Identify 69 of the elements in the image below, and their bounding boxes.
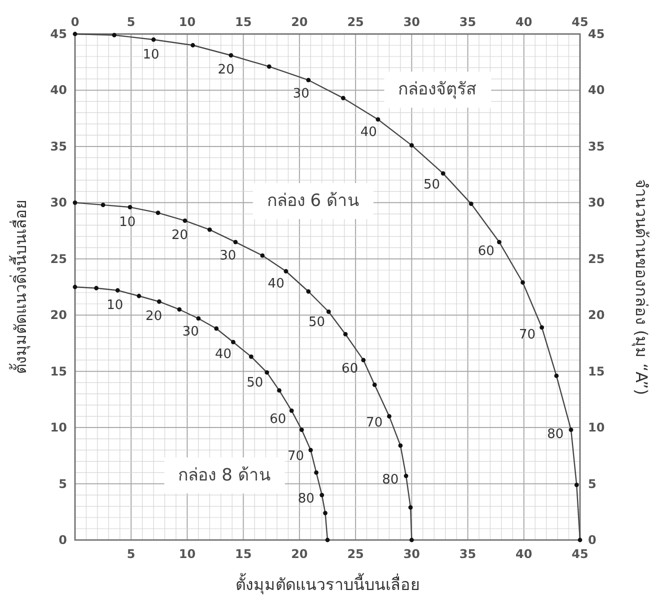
y2-tick-label: 20 [588,308,605,322]
annotation: 40 [268,276,284,292]
annotation: 20 [218,62,234,78]
annotation: 40 [360,124,377,140]
annotation: 60 [342,361,358,376]
y2-tick-label: 35 [588,139,605,154]
y-axis-title: ตั้งมุมตัดแนวดิ่งนี้บนเลื่อย [9,200,31,374]
annotation: 80 [382,472,399,488]
x-tick-label: 45 [572,547,588,561]
x2-tick-label: 40 [516,15,532,29]
annotation: 40 [214,347,232,362]
annotation: 30 [292,86,310,102]
y-tick-label: 10 [50,420,67,435]
x2-tick-label: 0 [70,15,80,29]
x-tick-label: 35 [459,547,476,561]
y2-tick-label: 40 [588,83,605,98]
x2-tick-label: 25 [347,15,364,29]
x-tick-label: 40 [516,547,532,561]
x-tick-label: 30 [403,547,420,561]
y-tick-label: 20 [50,308,67,322]
annotation: 50 [423,177,440,192]
y-tick-label: 30 [50,196,67,210]
x-tick-label: 15 [234,547,252,561]
y-tick-label: 5 [58,476,67,491]
y-tick-label: 0 [58,533,67,547]
y2-tick-label: 30 [588,196,605,210]
annotation: 20 [171,228,188,243]
y2-tick-label: 45 [588,27,605,41]
annotation: 50 [308,315,325,330]
y2-tick-label: 25 [588,252,605,266]
x2-tick-label: 10 [178,15,196,29]
series-label: กล่องจัตุรัส [398,80,478,100]
annotation: 50 [246,376,264,391]
text: กล่อง 8 ด้าน [178,465,271,486]
annotation: 30 [182,324,199,340]
annotation: 80 [547,426,564,442]
text: กล่อง 6 ด้าน [266,191,360,212]
annotation: 30 [220,248,236,264]
x2-tick-label: 45 [572,15,588,29]
y-tick-label: 25 [50,252,67,266]
y-tick-label: 35 [50,139,67,154]
x2-tick-label: 5 [126,15,136,29]
y2-axis-title: จำนวนด้านของกล่อง (มุม “A”) [631,178,651,396]
annotation: 70 [519,327,536,342]
y2-tick-label: 5 [588,476,596,491]
y-tick-label: 45 [50,27,67,41]
x-tick-label: 5 [126,547,136,561]
x2-tick-label: 15 [234,15,252,29]
annotation: 70 [366,415,383,430]
x-tick-label: 20 [291,547,308,561]
x-tick-label: 25 [347,547,364,561]
y2-tick-label: 10 [588,420,605,435]
annotation: 10 [119,214,136,230]
y2-tick-label: 15 [588,364,605,378]
annotation: 10 [106,298,124,314]
annotation: 70 [287,449,304,464]
annotation: 60 [478,244,494,260]
annotation: 80 [298,492,314,507]
annotation: 60 [270,412,286,427]
x-tick-label: 10 [178,547,196,561]
y-tick-label: 40 [50,83,67,98]
x-axis-title: ตั้งมุมตัดแนวราบนี้บนเลื่อย [236,573,420,595]
annotation: 10 [142,47,160,62]
annotation: 20 [146,308,162,324]
y-tick-label: 15 [50,364,67,378]
x2-tick-label: 20 [291,15,308,29]
y2-tick-label: 0 [588,533,596,547]
x2-tick-label: 35 [459,15,476,29]
x2-tick-label: 30 [403,15,420,29]
